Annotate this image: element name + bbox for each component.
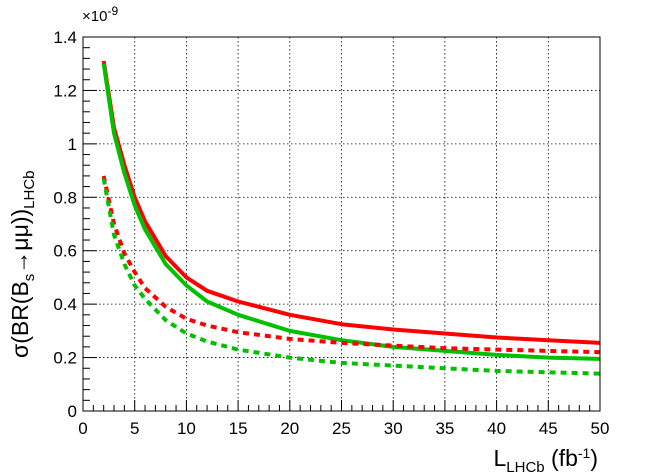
x-tick-label-6: 30	[384, 419, 403, 438]
x-tick-label-4: 20	[280, 419, 299, 438]
y-tick-label-0: 0	[68, 402, 77, 421]
x-tick-label-1: 5	[130, 419, 139, 438]
x-axis-title-unit: (fb	[545, 445, 578, 471]
series-line-1-solid	[101, 63, 601, 361]
ticks: 0 5 10 15 20 25 30 35 40 45 50 0 0.2 0.4 0.6 0.8 1 1.2 1.4	[53, 28, 609, 438]
x-tick-label-0: 0	[78, 419, 87, 438]
x-tick-label-7: 35	[435, 419, 454, 438]
x-axis-title-sub: LHCb	[506, 459, 544, 474]
series-line-2-dashed	[101, 175, 601, 355]
y-tick-label-3: 0.6	[53, 242, 77, 261]
x-axis-title-unit-close: )	[590, 445, 598, 471]
x-tick-label-2: 10	[177, 419, 196, 438]
x-tick-label-3: 15	[229, 419, 248, 438]
x-axis-title: LLHCb (fb-1)	[493, 445, 598, 474]
y-tick-label-7: 1.4	[53, 28, 77, 47]
y-multiplier-exp: -9	[107, 4, 118, 18]
y-axis-title-sub: LHCb	[21, 171, 38, 209]
y-axis-title-sub-s: s	[21, 274, 38, 282]
x-axis-title-main: L	[493, 445, 506, 471]
y-tick-label-2: 0.4	[53, 295, 77, 314]
y-axis-title-arrow: →μμ))	[7, 209, 33, 274]
x-tick-label-9: 45	[539, 419, 558, 438]
y-tick-label-4: 0.8	[53, 188, 77, 207]
y-tick-label-1: 0.2	[53, 349, 77, 368]
series-line-0-solid	[101, 60, 601, 345]
y-multiplier-base: ×10	[82, 8, 107, 25]
series-group	[101, 60, 601, 376]
y-tick-label-5: 1	[68, 135, 77, 154]
y-tick-label-6: 1.2	[53, 81, 77, 100]
x-tick-label-10: 50	[591, 419, 610, 438]
x-tick-label-5: 25	[332, 419, 351, 438]
x-tick-label-8: 40	[487, 419, 506, 438]
y-multiplier: ×10-9	[82, 4, 118, 25]
y-axis-title-prefix: σ(BR(B	[7, 281, 33, 358]
x-axis-title-unit-exp: -1	[578, 445, 591, 461]
series-line-3-dashed	[101, 178, 601, 376]
y-axis-title: σ(BR(Bs→μμ))LHCb	[7, 171, 38, 359]
